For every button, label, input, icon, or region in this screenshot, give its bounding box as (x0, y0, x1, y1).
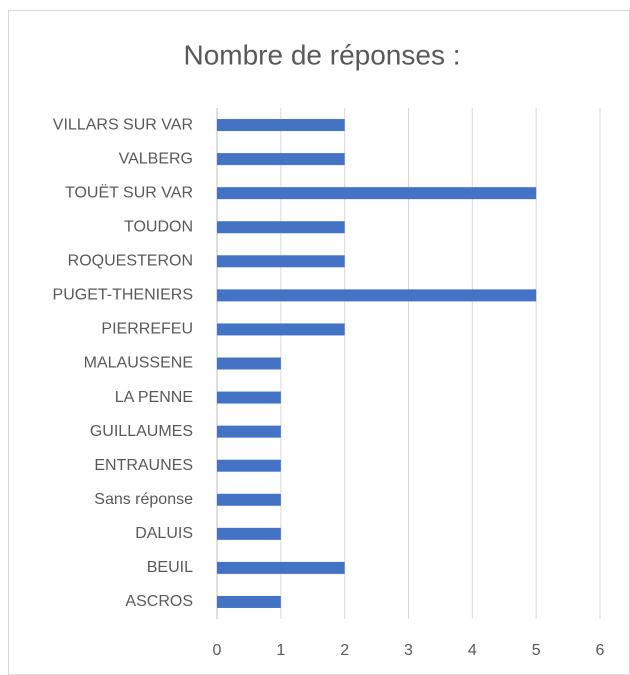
y-tick-label: DALUIS (135, 525, 193, 542)
y-tick-label: PUGET-THENIERS (53, 287, 193, 304)
bar (217, 459, 281, 472)
x-tick-label: 1 (276, 642, 285, 659)
y-tick-label: GUILLAUMES (90, 423, 193, 440)
x-tick-label: 6 (596, 642, 605, 659)
y-tick-label: Sans réponse (94, 491, 193, 508)
y-tick-label: BEUIL (147, 559, 193, 576)
x-tick-label: 5 (532, 642, 541, 659)
bar (217, 527, 281, 540)
y-tick-label: LA PENNE (115, 389, 193, 406)
bar (217, 187, 537, 200)
x-tick-label: 0 (213, 642, 222, 659)
y-tick-label: VALBERG (119, 150, 193, 167)
bar (217, 153, 345, 166)
bar (217, 493, 281, 506)
x-tick-label: 2 (340, 642, 349, 659)
chart-title: Nombre de réponses : (183, 39, 460, 70)
bar (217, 289, 537, 302)
x-tick-label: 4 (468, 642, 477, 659)
y-tick-label: MALAUSSENE (84, 355, 193, 372)
y-tick-label: TOUDON (124, 218, 193, 235)
bar (217, 561, 345, 574)
x-tick-label: 3 (404, 642, 413, 659)
bar (217, 357, 281, 370)
bar (217, 255, 345, 268)
y-tick-label: VILLARS SUR VAR (53, 116, 193, 133)
bar (217, 595, 281, 608)
y-tick-label: PIERREFEU (101, 321, 193, 338)
bar (217, 119, 345, 132)
y-tick-label: TOUËT SUR VAR (65, 183, 193, 201)
y-tick-label: ASCROS (125, 593, 193, 610)
bar (217, 221, 345, 234)
bar (217, 323, 345, 336)
y-tick-label: ROQUESTERON (68, 253, 193, 270)
y-tick-label: ENTRAUNES (94, 457, 193, 474)
bar (217, 425, 281, 438)
bar (217, 391, 281, 404)
